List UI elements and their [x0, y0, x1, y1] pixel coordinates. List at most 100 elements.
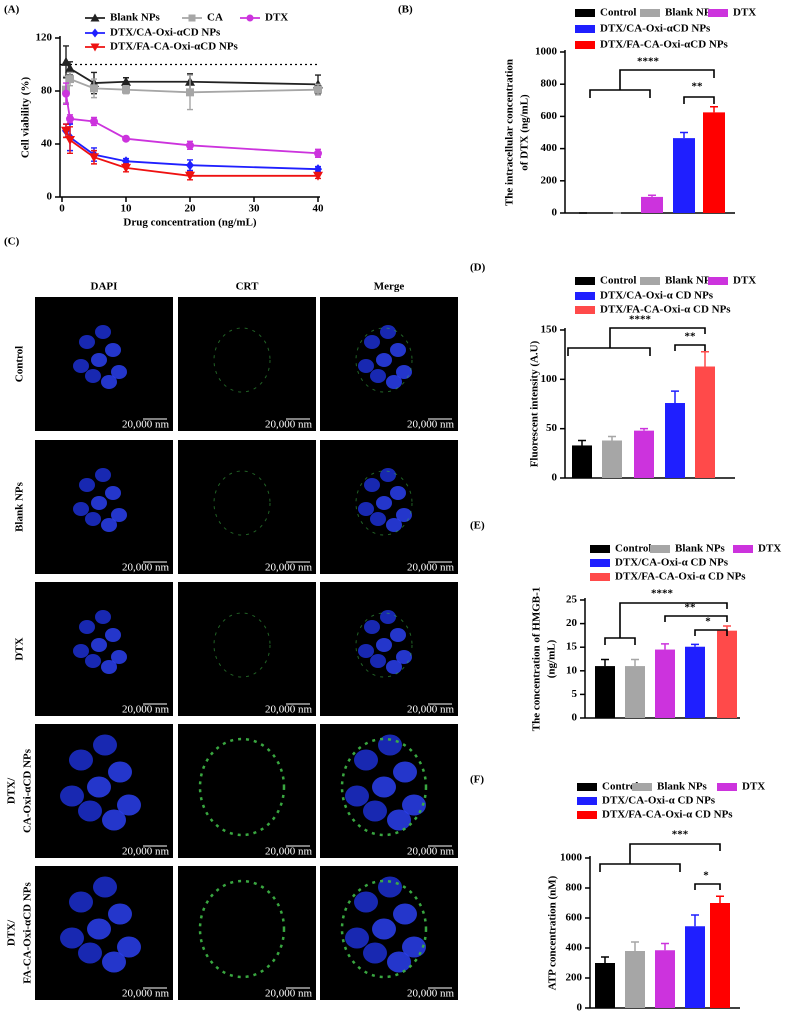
bar — [717, 630, 737, 718]
y-axis-label: The concentration of HMGB-1 — [531, 587, 543, 732]
legend-swatch — [640, 9, 660, 17]
y-tick-label: 1000 — [560, 852, 583, 864]
y-axis-label: The intracellular concentration — [504, 59, 516, 206]
marker — [121, 76, 131, 86]
marker — [186, 88, 194, 97]
scale-bar-label: 20,000 nm — [407, 562, 455, 574]
legend-label: Control — [602, 781, 638, 793]
y-axis-label: of DTX (ng/mL) — [519, 94, 531, 171]
nucleus — [91, 638, 107, 652]
y-tick-label: 25 — [566, 594, 578, 606]
legend-swatch — [708, 9, 728, 17]
legend-marker — [90, 13, 100, 22]
error-bar — [671, 390, 679, 404]
crt-stain — [198, 737, 286, 837]
legend-label: Blank NPs — [675, 543, 726, 555]
legend-label: DTX/CA-Oxi-αCD NPs — [110, 27, 221, 39]
crt-stain — [213, 327, 271, 393]
marker — [61, 126, 71, 136]
micrograph — [178, 297, 316, 431]
y-tick-label: 0 — [552, 472, 558, 484]
micrograph — [178, 440, 316, 574]
row-label: Control — [14, 346, 26, 382]
error-bar — [601, 658, 609, 667]
legend-swatch — [590, 573, 610, 581]
bar — [673, 138, 695, 213]
marker — [66, 114, 74, 123]
marker — [186, 160, 194, 171]
nucleus — [370, 654, 386, 668]
nucleus — [358, 644, 374, 658]
legend-label: Blank NPs — [665, 7, 716, 19]
error-bar — [640, 427, 648, 431]
nucleus — [108, 761, 132, 783]
nucleus — [117, 794, 141, 816]
nucleus — [93, 876, 117, 898]
y-tick-label: 120 — [36, 32, 53, 44]
y-tick-label: 15 — [566, 641, 578, 653]
legend-label: DTX/CA-Oxi-α CD NPs — [602, 795, 716, 807]
nucleus — [87, 918, 111, 940]
nucleus — [102, 951, 126, 973]
scale-bar-label: 20,000 nm — [407, 988, 455, 1000]
scale-bar-label: 20,000 nm — [122, 562, 170, 574]
y-tick-label: 200 — [566, 972, 583, 984]
nucleus — [101, 375, 117, 389]
legend-label: DTX — [733, 275, 756, 287]
nucleus — [376, 353, 392, 367]
nucleus — [396, 508, 412, 522]
marker — [90, 84, 98, 93]
crt-stain — [355, 470, 413, 536]
scale-bar-label: 20,000 nm — [265, 704, 313, 716]
legend-swatch — [640, 277, 660, 285]
scale-bar-label: 20,000 nm — [122, 988, 170, 1000]
bar — [655, 950, 675, 1008]
marker — [89, 153, 99, 163]
nucleus — [386, 518, 402, 532]
nucleus — [101, 518, 117, 532]
bar — [703, 112, 725, 213]
legend-marker — [188, 14, 196, 22]
crt-stain — [355, 612, 413, 678]
legend-label: DTX/FA-CA-Oxi-α CD NPs — [602, 809, 733, 821]
marker — [185, 171, 195, 181]
x-axis-label: Drug concentration (ng/mL) — [123, 217, 257, 229]
significance-bracket — [683, 96, 715, 104]
significance-label: **** — [651, 588, 674, 600]
nucleus — [85, 512, 101, 526]
marker — [62, 89, 70, 98]
legend-swatch — [575, 25, 595, 33]
marker — [314, 164, 322, 175]
marker — [122, 85, 130, 94]
significance-label: *** — [672, 829, 689, 841]
significance-label: **** — [637, 56, 660, 68]
nucleus — [376, 496, 392, 510]
error-bar — [601, 956, 609, 963]
column-header: Merge — [374, 281, 405, 293]
nucleus — [105, 343, 121, 357]
y-tick-label: 400 — [566, 942, 583, 954]
nucleus — [370, 369, 386, 383]
significance-bracket — [609, 327, 706, 348]
significance-label: **** — [629, 314, 652, 326]
legend-swatch — [575, 41, 595, 49]
nucleus — [73, 644, 89, 658]
legend-swatch — [708, 277, 728, 285]
legend-label: DTX — [758, 543, 781, 555]
y-tick-label: 0 — [577, 1002, 583, 1014]
legend-label: Control — [600, 275, 636, 287]
nucleus — [380, 468, 396, 482]
nucleus — [73, 502, 89, 516]
marker — [65, 63, 75, 73]
nucleus — [378, 876, 402, 898]
legend-label: DTX/CA-Oxi-α CD NPs — [600, 290, 714, 302]
y-axis-label: Fluorescent intensity (A.U) — [529, 340, 541, 467]
error-bar — [680, 131, 688, 139]
significance-bracket — [674, 344, 706, 351]
nucleus — [60, 785, 84, 807]
error-bar — [661, 643, 669, 650]
nucleus — [390, 343, 406, 357]
error-bar — [648, 194, 656, 197]
marker — [61, 56, 71, 66]
crt-stain — [355, 327, 413, 393]
